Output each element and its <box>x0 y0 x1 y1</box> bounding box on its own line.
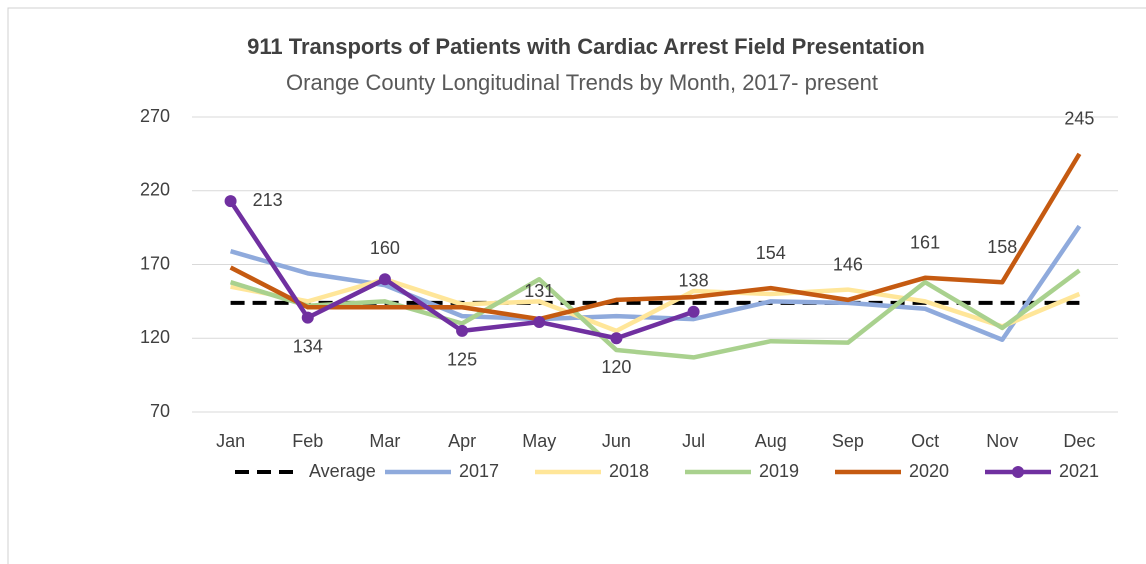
data-label: 138 <box>679 270 709 290</box>
data-label: 161 <box>910 233 940 253</box>
x-tick-label: Jun <box>602 431 631 451</box>
y-tick-label: 270 <box>140 106 170 126</box>
legend-label: 2017 <box>459 461 499 481</box>
point-marker <box>224 195 237 208</box>
point-marker <box>378 273 391 286</box>
x-tick-label: Feb <box>292 431 323 451</box>
x-tick-label: May <box>522 431 556 451</box>
x-tick-label: Dec <box>1063 431 1095 451</box>
x-tick-label: Nov <box>986 431 1018 451</box>
y-tick-label: 120 <box>140 327 170 347</box>
data-label: 125 <box>447 350 477 370</box>
data-label: 131 <box>524 281 554 301</box>
x-tick-label: Aug <box>755 431 787 451</box>
x-tick-label: Sep <box>832 431 864 451</box>
x-tick-label: Apr <box>448 431 476 451</box>
chart-title: 911 Transports of Patients with Cardiac … <box>247 34 925 59</box>
legend-marker <box>1012 466 1024 478</box>
data-label: 245 <box>1064 109 1094 129</box>
point-marker <box>456 324 469 337</box>
point-marker <box>301 311 314 324</box>
point-marker <box>610 332 623 345</box>
data-label: 158 <box>987 237 1017 257</box>
x-tick-label: Jul <box>682 431 705 451</box>
point-marker <box>687 305 700 318</box>
data-label: 120 <box>601 357 631 377</box>
y-tick-label: 70 <box>150 401 170 421</box>
legend-label: 2019 <box>759 461 799 481</box>
data-label: 154 <box>756 243 786 263</box>
data-label: 213 <box>253 190 283 210</box>
x-tick-label: Jan <box>216 431 245 451</box>
data-label: 146 <box>833 255 863 275</box>
series-line <box>229 268 1081 360</box>
x-tick-label: Mar <box>369 431 400 451</box>
y-tick-label: 220 <box>140 180 170 200</box>
legend-label: 2020 <box>909 461 949 481</box>
point-marker <box>533 316 546 329</box>
data-label: 160 <box>370 238 400 258</box>
y-tick-label: 170 <box>140 253 170 273</box>
series-line <box>230 277 1081 334</box>
chart-subtitle: Orange County Longitudinal Trends by Mon… <box>286 70 878 95</box>
legend-label: 2021 <box>1059 461 1099 481</box>
legend-label: Average <box>309 461 376 481</box>
x-tick-label: Oct <box>911 431 939 451</box>
legend-label: 2018 <box>609 461 649 481</box>
series-line <box>229 152 1082 322</box>
data-label: 134 <box>293 336 323 356</box>
